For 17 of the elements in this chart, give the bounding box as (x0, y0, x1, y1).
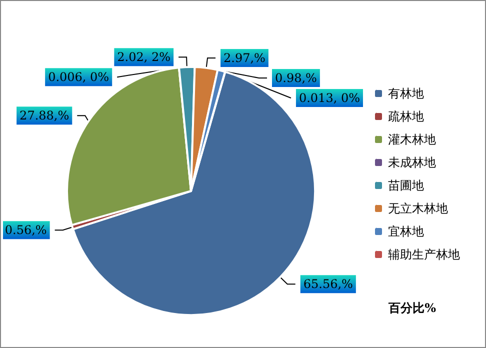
legend-label: 疏林地 (388, 110, 424, 124)
data-label: 0.98,% (275, 71, 317, 86)
data-label: 0.013, 0% (298, 91, 360, 106)
data-label: 27.88,% (20, 108, 70, 123)
data-label: 65.56,% (303, 277, 353, 292)
legend-label: 灌木林地 (388, 132, 436, 146)
legend-label: 未成林地 (388, 156, 436, 170)
legend-label: 无立木林地 (388, 202, 448, 216)
legend-label: 辅助生产林地 (388, 248, 460, 262)
data-label: 2.97,% (224, 51, 266, 66)
data-label: 2.02, 2% (117, 50, 171, 64)
legend-label: 苗圃地 (388, 178, 424, 192)
data-label: 0.006, 0% (48, 70, 110, 84)
legend-label: 有林地 (388, 86, 424, 100)
data-label: 0.56,% (4, 223, 47, 238)
legend-label: 宜林地 (388, 224, 424, 238)
text: 百分比% (388, 301, 437, 315)
